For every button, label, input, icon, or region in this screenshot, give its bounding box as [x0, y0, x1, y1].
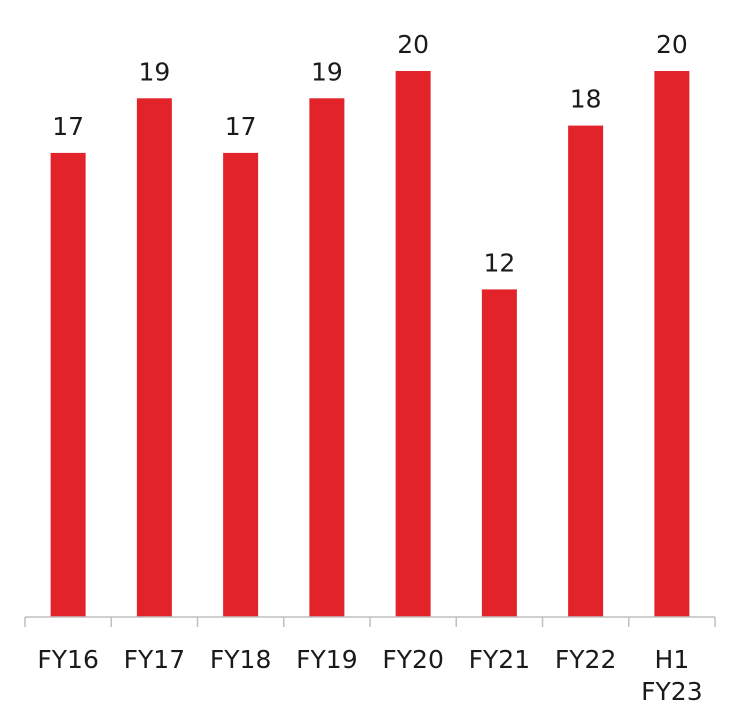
x-tick-label: FY23 — [641, 677, 702, 706]
bars-group — [50, 71, 690, 618]
x-tick-label: FY18 — [210, 645, 271, 674]
data-label: 20 — [656, 30, 688, 59]
x-axis-ticks — [24, 617, 716, 627]
x-tick-label: FY20 — [382, 645, 443, 674]
bar-fy17 — [136, 98, 172, 618]
x-tick-label: FY22 — [555, 645, 616, 674]
bar-fy20 — [395, 71, 431, 617]
x-tick-label: FY16 — [37, 645, 98, 674]
bar-fy22 — [568, 125, 604, 617]
data-label: 18 — [570, 85, 602, 114]
bar-h1-fy23 — [654, 71, 690, 617]
bar-fy21 — [481, 289, 517, 617]
bar-fy16 — [50, 152, 86, 617]
bar-fy19 — [309, 98, 345, 618]
x-axis-tick-labels: FY16 FY17 FY18 FY19 FY20 FY21 FY22 H1 FY23 — [37, 645, 702, 706]
data-label: 12 — [483, 248, 515, 277]
bar-fy18 — [223, 152, 259, 617]
data-labels-group: 17 19 17 19 20 12 18 20 — [52, 30, 688, 277]
x-tick-label: H1 — [655, 645, 690, 674]
x-tick-label: FY17 — [124, 645, 185, 674]
data-label: 20 — [397, 30, 429, 59]
x-tick-label: FY19 — [296, 645, 357, 674]
data-label: 17 — [52, 112, 84, 141]
data-label: 19 — [311, 57, 343, 86]
x-tick-label: FY21 — [469, 645, 530, 674]
data-label: 19 — [138, 57, 170, 86]
data-label: 17 — [225, 112, 257, 141]
